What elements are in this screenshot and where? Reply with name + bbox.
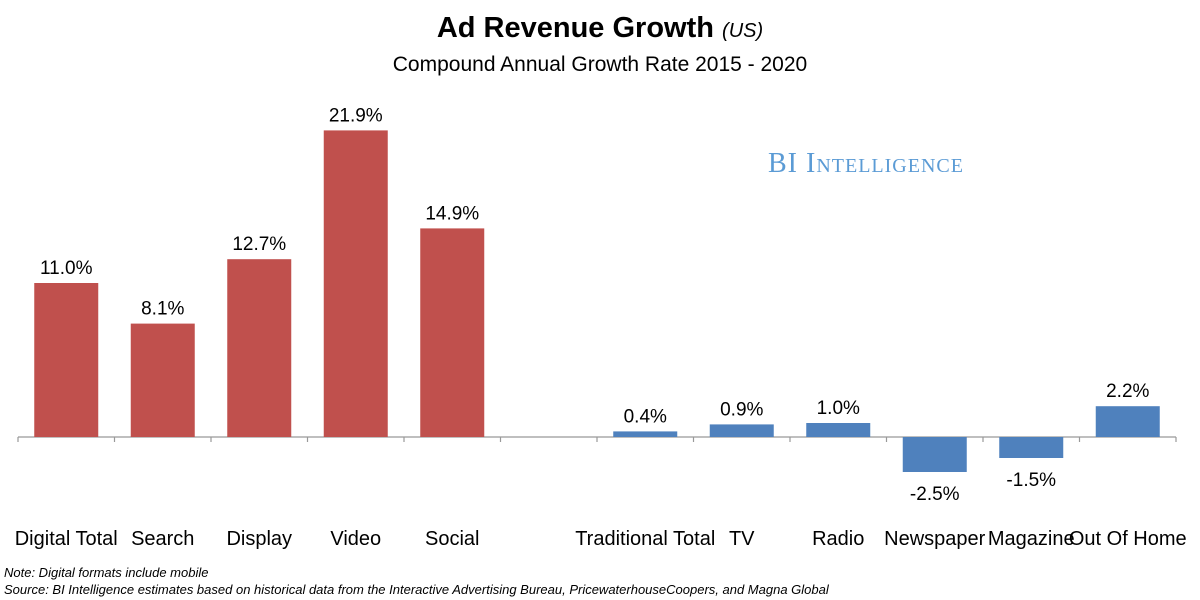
category-label: Search xyxy=(131,528,194,550)
chart-title-scope: (US) xyxy=(722,20,764,42)
bar-value-label: 8.1% xyxy=(141,299,184,320)
bar-value-label: 14.9% xyxy=(425,203,479,224)
category-label: Social xyxy=(425,528,479,550)
bar-value-label: -2.5% xyxy=(910,484,960,505)
bar-value-label: 0.4% xyxy=(624,406,667,427)
bar xyxy=(1095,406,1160,437)
bar-value-label: 11.0% xyxy=(40,258,93,279)
category-label: Radio xyxy=(812,528,864,550)
chart-source: Source: BI Intelligence estimates based … xyxy=(4,582,829,597)
bar-value-label: 1.0% xyxy=(817,398,860,419)
category-label: Out Of Home xyxy=(1069,528,1187,550)
chart-note: Note: Digital formats include mobile xyxy=(4,565,209,580)
bar-value-label: 21.9% xyxy=(329,105,383,126)
category-label: Newspaper xyxy=(884,528,986,550)
category-label: Magazine xyxy=(988,528,1075,550)
bar-value-label: 0.9% xyxy=(720,399,763,420)
bar-chart: 11.0% Digital Total 8.1% Search 12.7% Display… xyxy=(15,105,1187,550)
bar xyxy=(227,259,292,437)
bar xyxy=(130,323,195,437)
bar xyxy=(34,283,99,437)
chart-title-text: Ad Revenue Growth xyxy=(436,12,714,44)
bar xyxy=(709,424,774,437)
chart-subtitle: Compound Annual Growth Rate 2015 - 2020 xyxy=(392,53,808,76)
bar-value-label: 12.7% xyxy=(232,234,286,255)
category-label: Video xyxy=(330,528,381,550)
bi-intelligence-watermark: BI Intelligence xyxy=(768,148,964,179)
bar xyxy=(613,431,678,437)
bar-value-label: 2.2% xyxy=(1106,381,1149,402)
bar xyxy=(902,437,967,472)
bar xyxy=(999,437,1064,458)
bar-value-label: -1.5% xyxy=(1006,470,1056,491)
bar xyxy=(420,228,485,437)
category-label: TV xyxy=(729,528,755,550)
category-label: Traditional Total xyxy=(575,528,715,550)
chart-title: Ad Revenue Growth (US) xyxy=(0,12,1200,45)
category-label: Display xyxy=(226,528,292,550)
bar xyxy=(806,423,871,437)
bar xyxy=(323,130,388,437)
category-label: Digital Total xyxy=(15,528,118,550)
